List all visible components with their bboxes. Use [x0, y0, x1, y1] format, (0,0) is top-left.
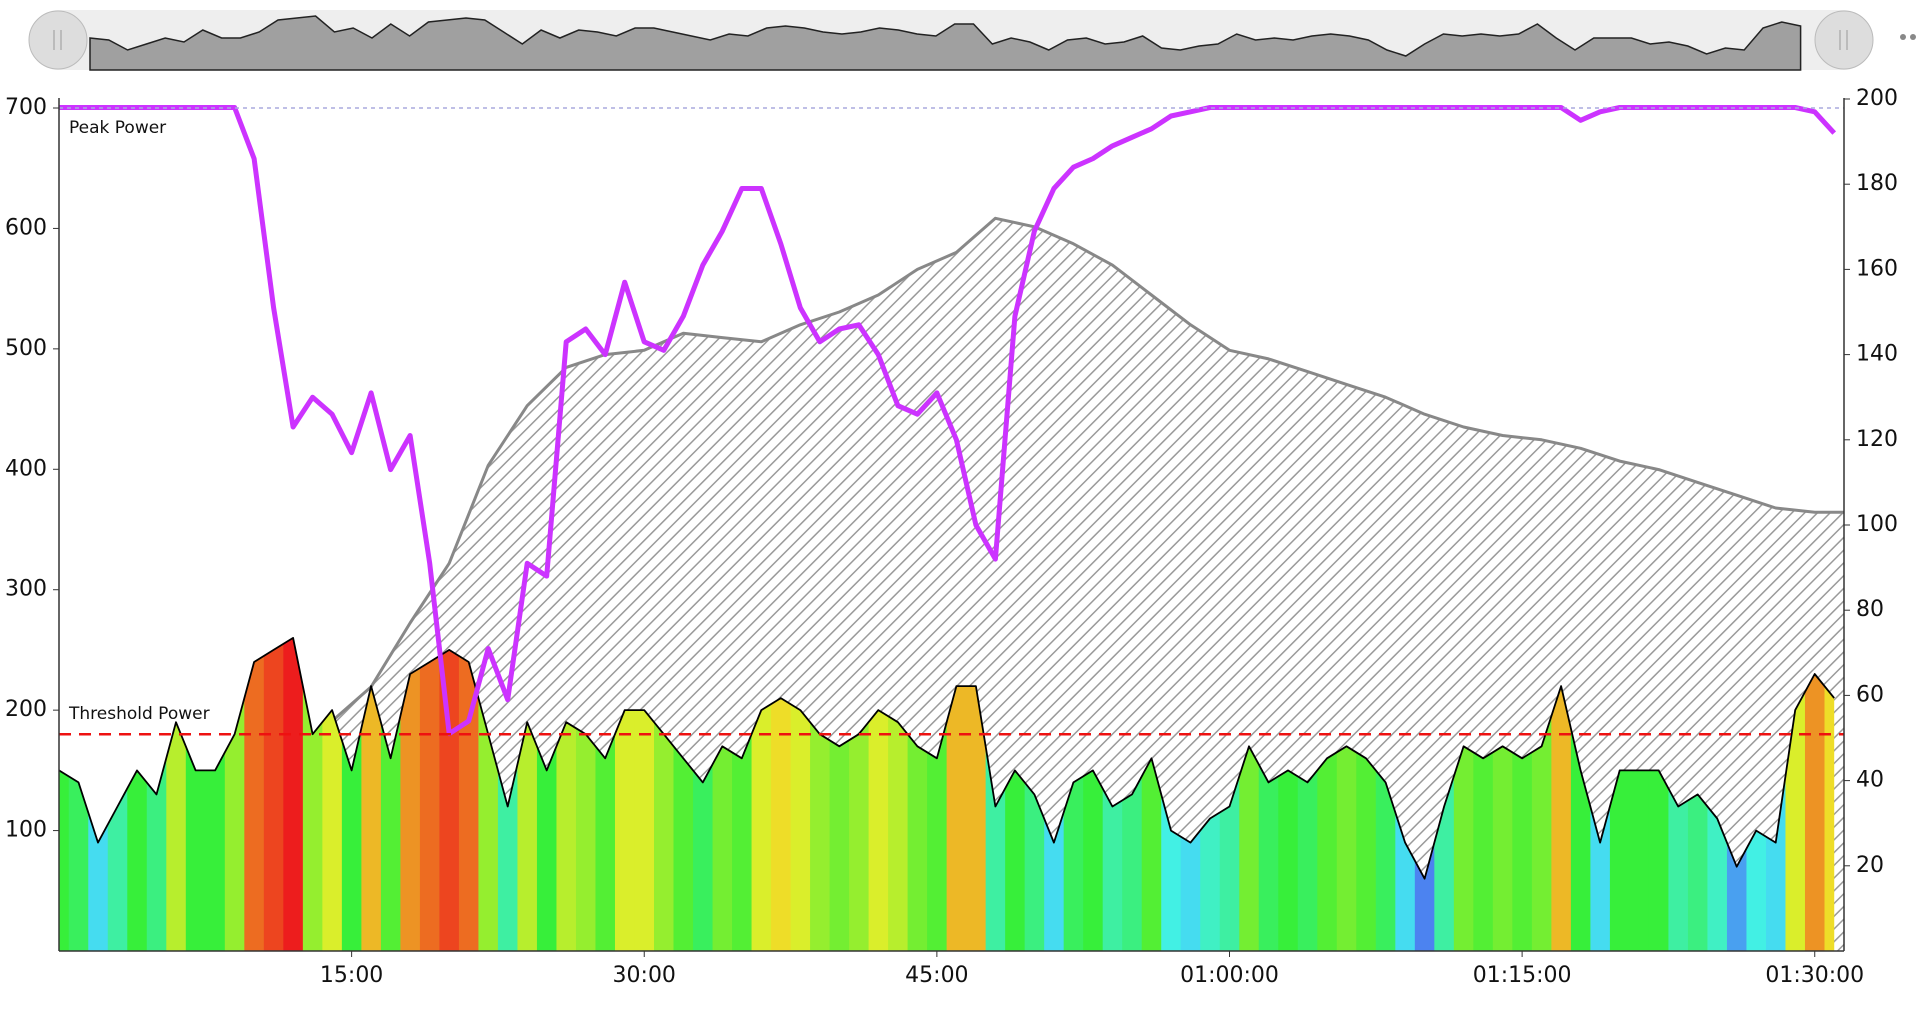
zone-bar — [185, 637, 206, 951]
zone-bar — [244, 637, 265, 951]
zone-bar — [146, 637, 167, 951]
zone-bar — [107, 637, 128, 951]
y2-tick-label: 200 — [1856, 86, 1898, 111]
zone-bar — [361, 637, 382, 951]
y-tick-label: 200 — [5, 697, 47, 722]
navigator-handle[interactable] — [1814, 10, 1874, 70]
y-tick-label: 300 — [5, 577, 47, 602]
zone-bar — [205, 637, 226, 951]
series-line — [331, 216, 1844, 723]
y-tick-label: 100 — [5, 818, 47, 843]
y-tick-label: 700 — [5, 95, 47, 120]
y2-tick-label: 140 — [1856, 342, 1898, 367]
zone-bar — [1551, 637, 1572, 951]
y2-tick-label: 80 — [1856, 597, 1884, 622]
zone-bar — [341, 637, 362, 951]
series-line — [59, 105, 1837, 737]
zone-bar — [771, 637, 792, 951]
y-tick-label: 600 — [5, 215, 47, 240]
navigator-handle[interactable] — [28, 10, 88, 70]
zone-bar — [400, 637, 421, 951]
zone-bar — [946, 637, 967, 951]
x-tick-label: 01:15:00 — [1473, 963, 1572, 988]
zone-bar — [59, 637, 70, 951]
x-tick-label: 15:00 — [320, 963, 383, 988]
reference-label: Threshold Power — [68, 704, 210, 724]
zone-bar — [224, 637, 245, 951]
zone-bar — [458, 637, 479, 951]
x-tick-label: 45:00 — [905, 963, 968, 988]
y2-tick-label: 40 — [1856, 768, 1884, 793]
navigator-area — [89, 15, 1802, 71]
reference-label: Peak Power — [69, 118, 166, 138]
y2-tick-label: 180 — [1856, 171, 1898, 196]
menu-dot[interactable] — [1910, 34, 1916, 40]
zone-bar — [166, 637, 187, 951]
zone-bar — [419, 637, 440, 951]
y2-tick-label: 20 — [1856, 853, 1884, 878]
zone-bar — [1824, 637, 1835, 951]
x-tick-label: 01:30:00 — [1765, 963, 1864, 988]
zone-bar — [380, 637, 401, 951]
x-tick-label: 30:00 — [613, 963, 676, 988]
menu-dot[interactable] — [1900, 34, 1906, 40]
y2-tick-label: 160 — [1856, 256, 1898, 281]
y-tick-label: 400 — [5, 456, 47, 481]
y2-tick-label: 60 — [1856, 682, 1884, 707]
zone-bar — [439, 637, 460, 951]
zone-bar — [68, 637, 89, 951]
y2-tick-label: 120 — [1856, 427, 1898, 452]
zone-bar — [1804, 637, 1825, 951]
zone-bar — [283, 637, 304, 951]
zone-bar — [263, 637, 284, 951]
series-line — [58, 637, 1835, 880]
zone-bar — [127, 637, 148, 951]
y-tick-label: 500 — [5, 336, 47, 361]
zone-bar — [322, 637, 343, 951]
y2-tick-label: 100 — [1856, 512, 1898, 537]
zone-bar — [302, 637, 323, 951]
x-tick-label: 01:00:00 — [1180, 963, 1279, 988]
